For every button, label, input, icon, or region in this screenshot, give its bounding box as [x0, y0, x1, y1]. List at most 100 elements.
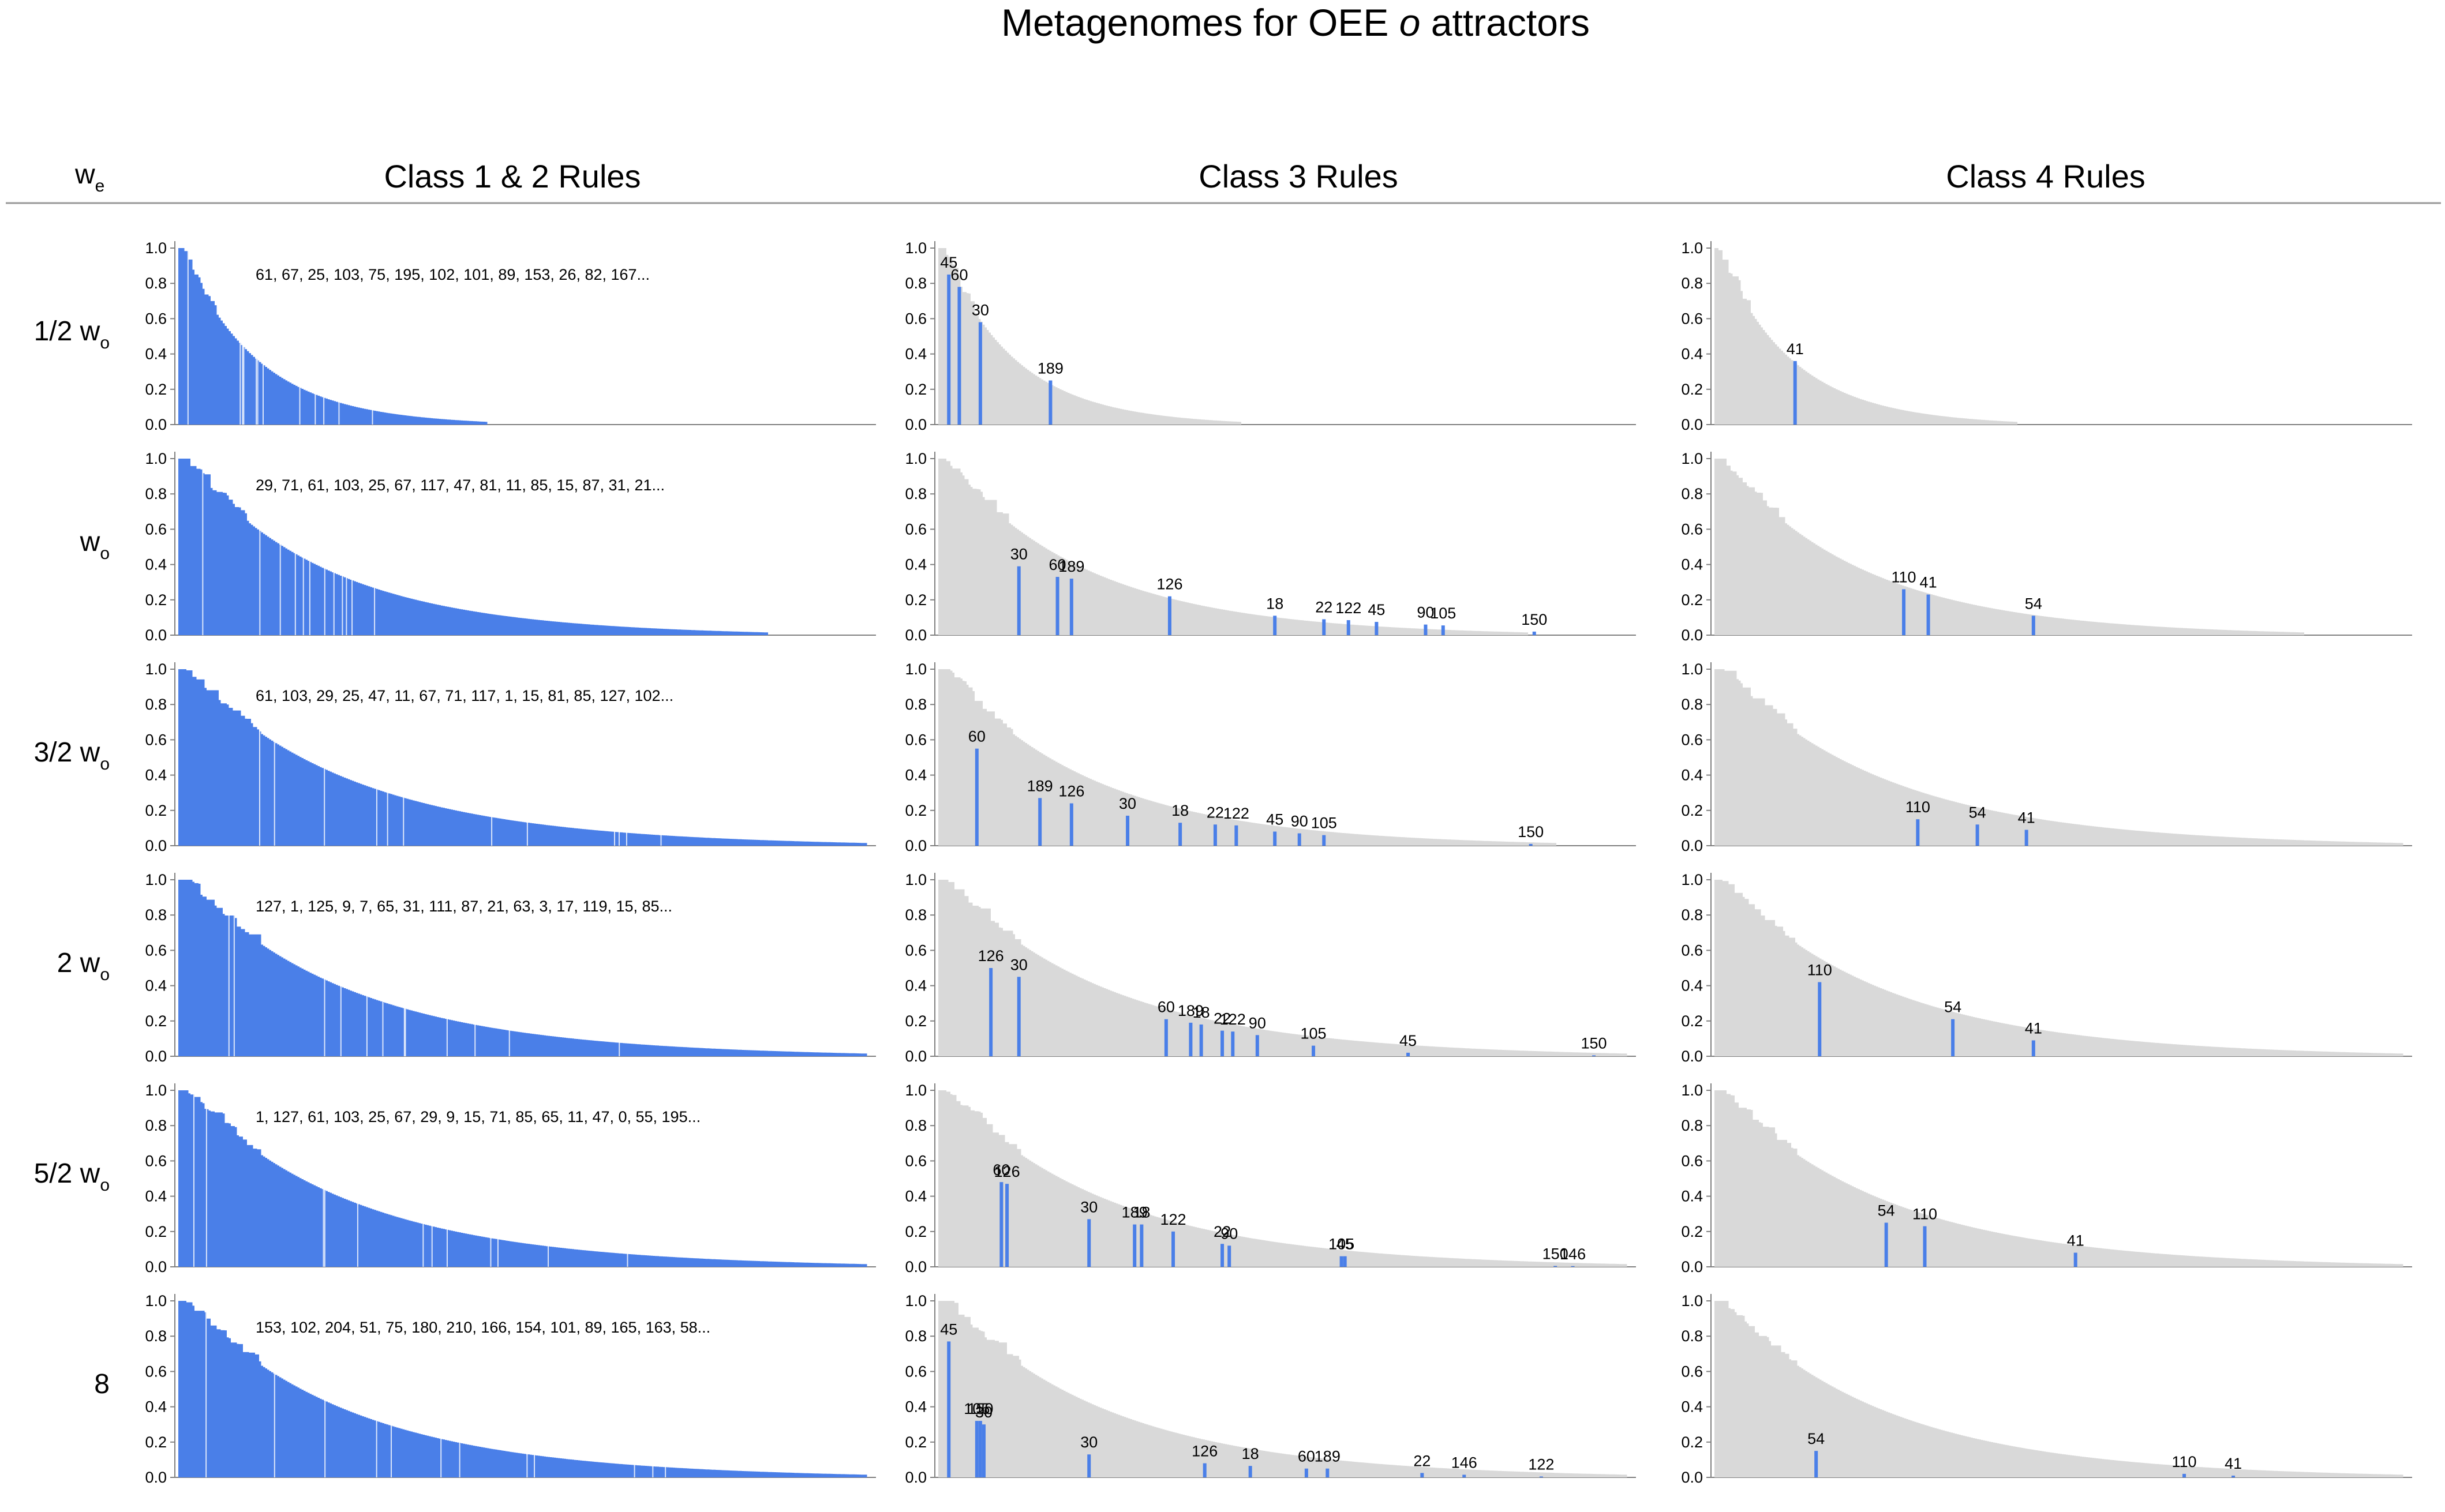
y-tick-label: 0.4 [1681, 1188, 1703, 1205]
rule-bar-60 [957, 287, 961, 425]
rule-label-18: 18 [1171, 802, 1189, 819]
y-tick-label: 0.2 [905, 1012, 927, 1030]
y-tick-label: 0.6 [145, 1152, 167, 1169]
y-tick-label: 0.0 [905, 626, 927, 644]
rule-bar-126 [989, 968, 993, 1056]
class12-rule-list: 127, 1, 125, 9, 7, 65, 31, 111, 87, 21, … [256, 898, 672, 915]
rule-bar-45 [1343, 1256, 1347, 1267]
rule-label-146: 146 [1451, 1454, 1477, 1471]
rule-label-30: 30 [1119, 795, 1136, 812]
y-tick-label: 0.4 [1681, 977, 1703, 995]
rule-label-110: 110 [1912, 1206, 1937, 1223]
rule-bar-150 [978, 1421, 982, 1477]
distribution-bars [938, 1090, 1627, 1267]
y-tick-label: 0.2 [905, 1434, 927, 1451]
y-tick-label: 0.8 [145, 1117, 167, 1134]
y-tick-label: 0.0 [1681, 1258, 1703, 1275]
rule-label-122: 122 [1335, 599, 1361, 617]
rule-bar-18 [1273, 616, 1277, 635]
panel-c2-r2: 0.0 0.2 0.4 0.6 0.8 1.0 110 54 41 [1681, 661, 2412, 854]
y-tick-label: 0.2 [905, 1223, 927, 1240]
y-tick-label: 0.0 [905, 837, 927, 854]
rule-bar-45 [1406, 1052, 1410, 1056]
y-tick-label: 1.0 [145, 1292, 167, 1310]
rule-bar-41 [2031, 1040, 2035, 1056]
y-tick-label: 0.4 [905, 556, 927, 573]
distribution-bars [1714, 248, 2017, 425]
rule-label-150: 150 [1581, 1034, 1607, 1052]
rule-label-45: 45 [940, 254, 957, 271]
y-tick-label: 0.6 [145, 941, 167, 959]
panels-grid: 1/2 wo wo 3/2 wo 2 wo 5/2 wo 8 0.0 0.2 0.4 0.6 0.8… [34, 239, 2412, 1486]
rule-bar-110 [1916, 819, 1920, 846]
rule-bar-30 [1017, 977, 1021, 1056]
rule-label-41: 41 [2225, 1455, 2242, 1472]
rule-bar-41 [2231, 1475, 2236, 1477]
y-tick-label: 0.4 [1681, 346, 1703, 363]
rule-bar-60 [975, 748, 979, 846]
distribution-bars [178, 248, 488, 425]
y-tick-label: 0.4 [1681, 1398, 1703, 1416]
distribution-bars [1714, 669, 2403, 846]
rule-label-41: 41 [1787, 340, 1804, 358]
row-label: 8 [94, 1369, 110, 1400]
distribution-bars [938, 248, 1241, 425]
row-label: 1/2 wo [34, 316, 110, 352]
y-tick-label: 0.2 [145, 802, 167, 819]
rule-bar-22 [1220, 1030, 1225, 1056]
column-header-class3: Class 3 Rules [1199, 158, 1398, 194]
rule-label-90: 90 [1249, 1014, 1266, 1031]
rule-label-41: 41 [2025, 1019, 2042, 1037]
y-tick-label: 0.4 [145, 346, 167, 363]
y-tick-label: 0.8 [145, 485, 167, 502]
rule-bar-189 [1038, 798, 1042, 846]
rule-label-105: 105 [964, 1400, 990, 1417]
panel-c2-r3: 0.0 0.2 0.4 0.6 0.8 1.0 110 54 41 [1681, 871, 2412, 1065]
y-tick-label: 0.6 [905, 731, 927, 748]
panel-c0-r1: 0.0 0.2 0.4 0.6 0.8 1.0 29, 71, 61, 103, 25, 6… [145, 450, 876, 644]
distribution-bars [178, 669, 867, 846]
panel-c0-r5: 0.0 0.2 0.4 0.6 0.8 1.0 153, 102, 204, 51, 75,… [145, 1292, 876, 1486]
rule-bar-60 [999, 1182, 1004, 1267]
y-tick-label: 1.0 [1681, 661, 1703, 678]
y-tick-label: 0.0 [145, 1258, 167, 1275]
rule-label-122: 122 [1220, 1011, 1246, 1028]
y-tick-label: 0.6 [905, 1152, 927, 1169]
rule-label-22: 22 [1207, 804, 1224, 821]
rule-label-122: 122 [1223, 805, 1249, 822]
y-tick-label: 0.8 [905, 1117, 927, 1134]
rule-bar-110 [1923, 1226, 1927, 1267]
distribution-bars [178, 459, 768, 635]
y-tick-label: 1.0 [145, 450, 167, 467]
rule-bar-150 [1553, 1266, 1557, 1267]
rule-bar-30 [1087, 1454, 1091, 1477]
y-tick-label: 0.4 [1681, 767, 1703, 784]
y-tick-label: 0.2 [1681, 381, 1703, 398]
rule-label-122: 122 [1160, 1211, 1186, 1228]
y-tick-label: 0.0 [145, 626, 167, 644]
rule-label-150: 150 [967, 1400, 993, 1417]
y-tick-label: 0.8 [905, 696, 927, 713]
y-tick-label: 0.4 [145, 1188, 167, 1205]
y-tick-label: 0.6 [905, 941, 927, 959]
y-tick-label: 0.4 [145, 767, 167, 784]
y-tick-label: 0.0 [905, 1258, 927, 1275]
rule-label-54: 54 [1944, 999, 1961, 1016]
y-tick-label: 0.4 [145, 1398, 167, 1416]
rule-bar-126 [1069, 803, 1073, 846]
y-tick-label: 0.0 [145, 1469, 167, 1486]
rule-bar-60 [1304, 1468, 1308, 1477]
rule-bar-18 [1199, 1024, 1203, 1056]
rule-bar-45 [947, 274, 951, 425]
y-tick-label: 0.4 [905, 977, 927, 995]
y-tick-label: 0.8 [905, 906, 927, 924]
rule-bar-126 [1167, 596, 1171, 635]
rule-label-45: 45 [1368, 601, 1385, 618]
rule-label-18: 18 [1193, 1004, 1210, 1021]
rule-bar-22 [1322, 619, 1326, 635]
y-tick-label: 0.6 [1681, 941, 1703, 959]
rule-bar-122 [1539, 1476, 1543, 1477]
rule-label-60: 60 [1158, 999, 1175, 1016]
